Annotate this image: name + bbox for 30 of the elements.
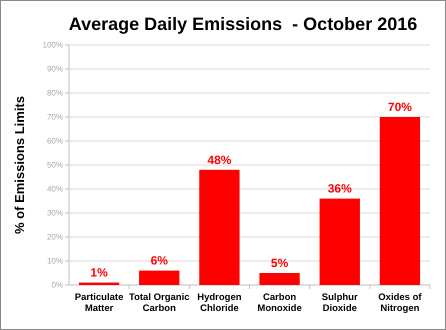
y-tick-label: 20% — [46, 232, 63, 242]
data-label: 5% — [270, 256, 289, 270]
y-tick-label: 60% — [46, 136, 63, 146]
x-tick-label: Carbon Monoxide — [257, 292, 302, 314]
x-tick-label: Hydrogen Chloride — [197, 292, 242, 314]
data-label: 6% — [150, 254, 168, 268]
y-tick-label: 70% — [46, 112, 63, 122]
y-tick-label: 10% — [46, 256, 63, 266]
x-tick-label: Particulate Matter — [74, 292, 124, 314]
y-tick-label: 0% — [51, 280, 63, 290]
y-tick-label: 50% — [46, 160, 63, 170]
bar — [199, 170, 240, 285]
data-label: 1% — [90, 266, 108, 280]
y-tick-label: 30% — [46, 208, 63, 218]
y-tick-label: 80% — [46, 88, 63, 98]
data-label: 48% — [207, 152, 232, 167]
bar — [259, 273, 300, 285]
data-label: 70% — [388, 100, 412, 114]
bar — [320, 198, 360, 285]
y-tick-label: 100% — [42, 40, 63, 50]
bar — [139, 270, 180, 285]
x-tick-label: Oxides of Nitrogen — [378, 292, 422, 314]
y-tick-label: 40% — [46, 184, 63, 194]
chart-title: Average Daily Emissions - October 2016 — [68, 14, 418, 34]
bar — [380, 117, 420, 285]
data-label: 36% — [328, 182, 352, 196]
y-tick-label: 90% — [46, 64, 63, 74]
y-axis-title: % of Emissions Limits — [12, 96, 27, 234]
x-tick-label: Sulphur Dioxide — [322, 292, 358, 314]
x-tick-label: Total Organic Carbon — [128, 292, 190, 314]
